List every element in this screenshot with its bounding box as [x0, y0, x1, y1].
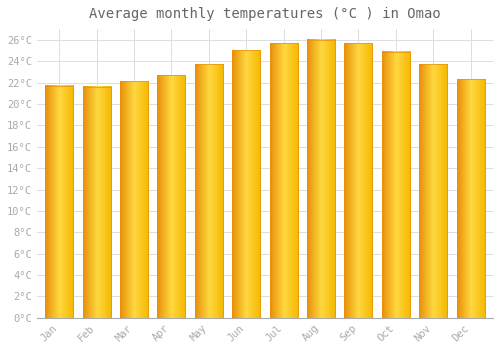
Title: Average monthly temperatures (°C ) in Omao: Average monthly temperatures (°C ) in Om… [89, 7, 441, 21]
